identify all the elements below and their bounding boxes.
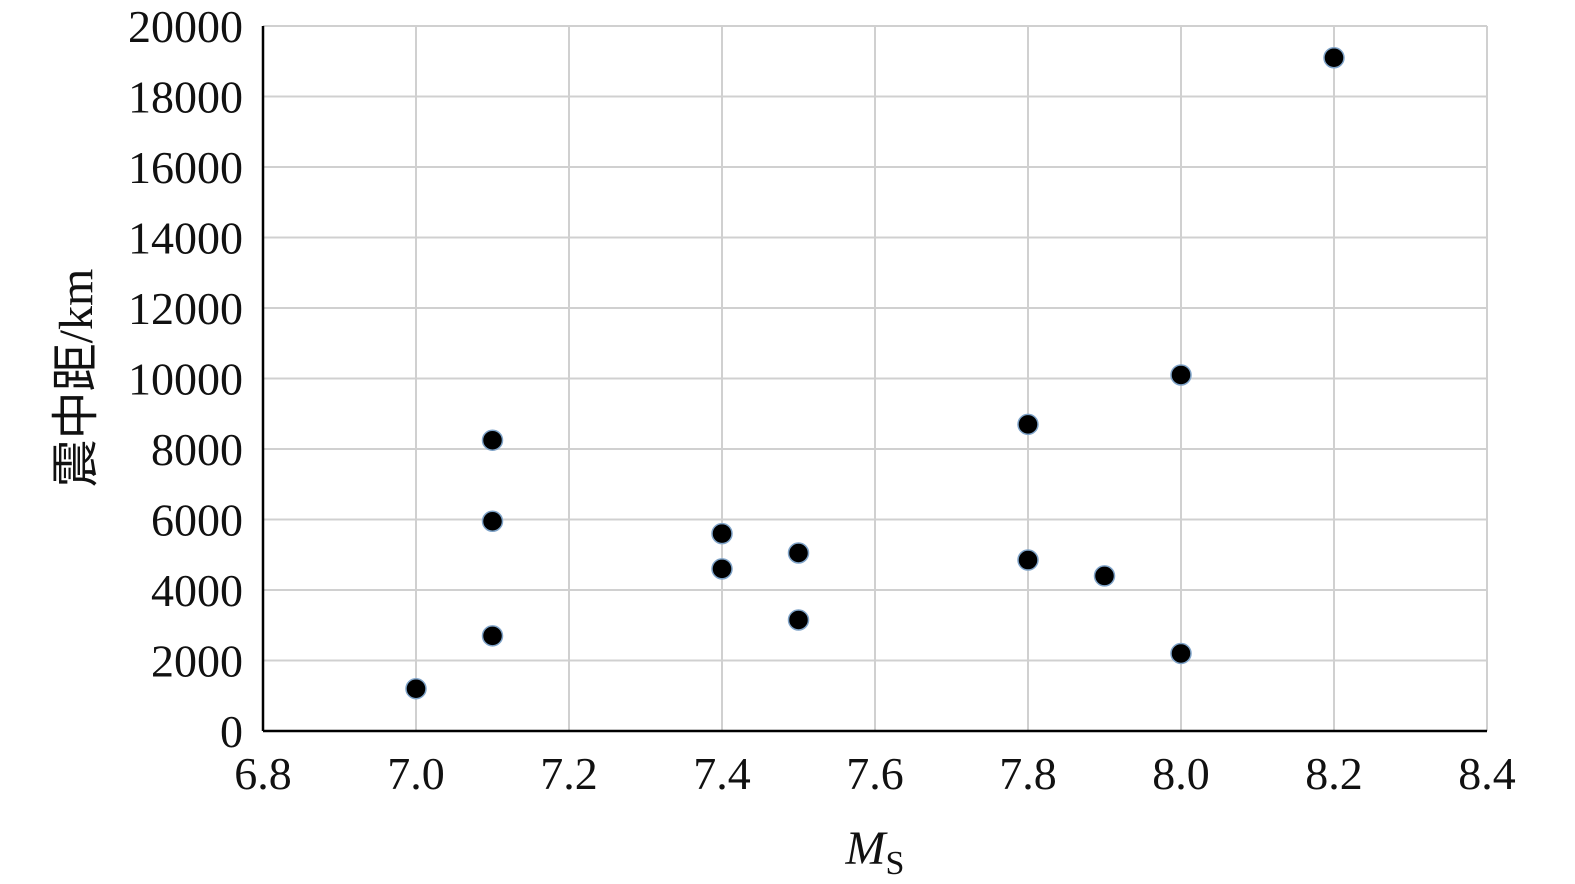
data-point: [1093, 565, 1116, 587]
y-tick-label: 16000: [128, 142, 243, 193]
y-tick-label: 0: [220, 706, 243, 757]
y-tick-labels: 0 2000 4000 6000 8000 10000 12000 14000 16000 180…: [128, 1, 243, 757]
data-point: [711, 558, 733, 580]
data-point: [787, 609, 810, 631]
data-point: [481, 510, 504, 533]
grid-lines: [262, 25, 1488, 732]
data-points: [405, 46, 1345, 700]
data-point: [1170, 642, 1192, 665]
y-tick-label: 10000: [128, 354, 243, 405]
y-tick-label: 12000: [128, 283, 243, 334]
data-point: [481, 429, 504, 451]
data-point: [787, 542, 810, 564]
axes: [261, 26, 1487, 733]
x-tick-label: 8.2: [1305, 748, 1363, 799]
data-point: [1017, 549, 1039, 571]
data-point: [1323, 46, 1345, 69]
x-axis-title: MS: [845, 822, 905, 882]
y-tick-label: 18000: [128, 72, 243, 123]
x-axis-title-main: M: [845, 822, 889, 875]
x-tick-label: 7.4: [693, 748, 751, 799]
x-tick-label: 7.0: [387, 748, 445, 799]
x-tick-labels: 6.8 7.0 7.2 7.4 7.6 7.8 8.0 8.2 8.4: [234, 748, 1516, 799]
x-tick-label: 7.6: [846, 748, 904, 799]
y-tick-label: 6000: [151, 495, 243, 546]
y-axis-title: 震中距/km: [50, 269, 103, 488]
y-tick-label: 14000: [128, 213, 243, 264]
data-point: [1170, 364, 1192, 386]
x-tick-label: 7.8: [999, 748, 1057, 799]
x-tick-label: 6.8: [234, 748, 292, 799]
x-axis-title-subscript: S: [886, 845, 905, 882]
y-tick-label: 2000: [151, 636, 243, 687]
data-point: [405, 677, 427, 700]
data-point: [1017, 413, 1039, 436]
y-tick-label: 4000: [151, 565, 243, 616]
x-tick-label: 7.2: [540, 748, 598, 799]
x-tick-label: 8.4: [1458, 748, 1516, 799]
x-tick-label: 8.0: [1152, 748, 1210, 799]
y-tick-label: 8000: [151, 424, 243, 475]
y-tick-label: 20000: [128, 1, 243, 52]
data-point: [481, 625, 504, 647]
data-point: [711, 522, 733, 545]
